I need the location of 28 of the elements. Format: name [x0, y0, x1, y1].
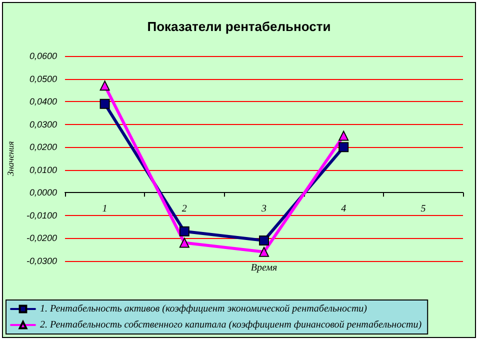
legend-label: 2. Рентабельность собственного капитала (коэффициент финансовой рентабельности): [40, 320, 422, 330]
point: [100, 98, 110, 109]
point: [259, 246, 269, 257]
x-tick-label: 4: [341, 204, 346, 214]
x-tick-label: 2: [182, 204, 187, 214]
point: [259, 236, 269, 246]
y-tick-label: -0,0300: [26, 256, 57, 266]
y-tick-label: 0,0600: [29, 51, 57, 61]
y-tick-label: -0,0200: [26, 233, 57, 244]
x-axis-title: Время: [250, 262, 278, 274]
point: [338, 142, 349, 152]
y-tick-label: 0,0500: [29, 74, 57, 84]
point: [100, 80, 110, 91]
point: [179, 226, 190, 236]
y-tick-label: 0,0000: [29, 188, 57, 198]
point: [338, 130, 349, 141]
y-axis-title: Значения: [6, 141, 16, 176]
x-tick-label: 1: [102, 204, 108, 214]
y-tick-label: 0,0100: [29, 164, 57, 175]
legend-label: 1. Рентабельность активов (коэффициент экономической рентабельности): [40, 304, 368, 314]
x-tick-label: 5: [420, 204, 426, 214]
y-tick-label: 0,0200: [29, 142, 57, 152]
chart-title: Показатели рентабельности: [147, 19, 331, 34]
y-tick-label: 0,0400: [29, 96, 57, 107]
point: [179, 238, 190, 248]
x-tick-label: 3: [260, 204, 266, 214]
y-tick-label: -0,0100: [26, 210, 57, 220]
y-tick-label: 0,0300: [29, 119, 57, 130]
